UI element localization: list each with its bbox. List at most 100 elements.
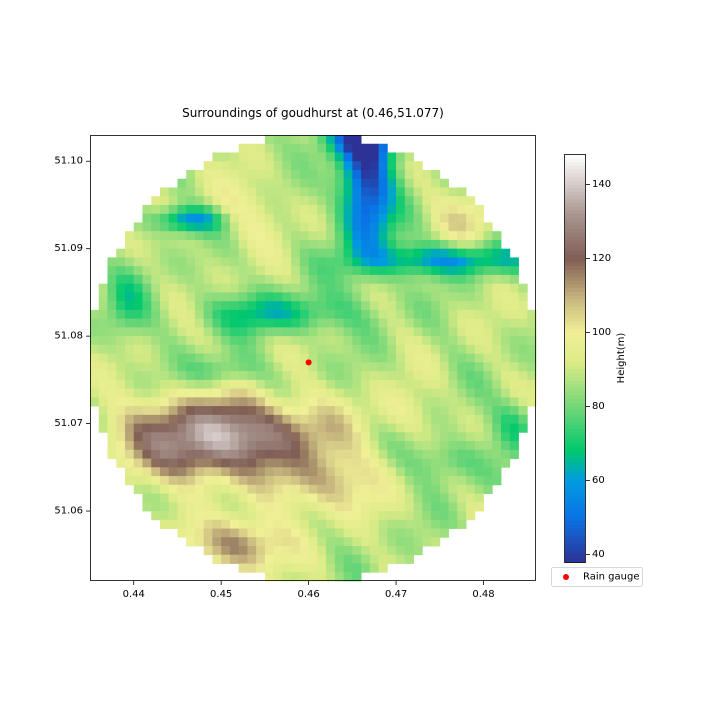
heatmap-cell [168, 484, 178, 494]
heatmap-cell [273, 493, 283, 503]
heatmap-cell [282, 353, 292, 363]
heatmap-cell [457, 336, 467, 346]
heatmap-cell [291, 388, 301, 398]
heatmap-cell [142, 309, 152, 320]
colorbar-step [565, 377, 585, 382]
heatmap-cell [317, 292, 327, 302]
heatmap-cell [203, 231, 213, 241]
heatmap-cell [308, 327, 318, 337]
heatmap-cell [229, 161, 240, 171]
heatmap-cell [378, 266, 388, 276]
heatmap-cell [159, 336, 170, 346]
heatmap-cell [177, 362, 187, 372]
heatmap-cell [256, 432, 266, 442]
heatmap-cell [256, 283, 266, 293]
heatmap-cell [256, 318, 266, 328]
heatmap-cell [404, 502, 414, 512]
heatmap-cell [396, 344, 406, 355]
heatmap-cell [457, 388, 467, 398]
heatmap-cell [352, 458, 362, 468]
heatmap-cell [273, 248, 283, 258]
heatmap-cell [483, 484, 493, 494]
heatmap-cell [361, 449, 371, 459]
heatmap-cell [326, 292, 336, 302]
heatmap-cell [107, 336, 117, 346]
heatmap-cell [238, 476, 248, 486]
heatmap-cell [439, 213, 449, 223]
heatmap-cell [474, 493, 484, 503]
heatmap-cell [448, 423, 458, 433]
heatmap-cell [334, 449, 345, 459]
heatmap-cell [212, 336, 222, 346]
heatmap-cell [404, 274, 414, 285]
heatmap-cell [413, 161, 423, 171]
heatmap-cell [107, 327, 117, 337]
heatmap-cell [133, 266, 143, 276]
heatmap-cell [247, 537, 257, 547]
heatmap-cell [334, 309, 345, 320]
heatmap-cell [326, 397, 336, 407]
heatmap-cell [387, 248, 397, 258]
heatmap-cell [387, 169, 397, 180]
heatmap-cell [159, 283, 170, 293]
heatmap-cell [448, 257, 458, 267]
heatmap-cell [124, 283, 135, 293]
heatmap-cell [378, 309, 388, 320]
heatmap-cell [151, 388, 161, 398]
heatmap-cell [378, 467, 388, 477]
heatmap-cell [107, 371, 117, 381]
heatmap-cell [466, 327, 476, 337]
heatmap-cell [422, 248, 432, 258]
heatmap-cell [98, 292, 108, 302]
colorbar-step [565, 299, 585, 304]
heatmap-cell [116, 318, 126, 328]
heatmap-cell [212, 353, 222, 363]
heatmap-cell [186, 222, 196, 232]
heatmap-cell [256, 379, 266, 390]
heatmap-cell [378, 169, 388, 180]
heatmap-cell [229, 309, 240, 320]
heatmap-cell [291, 467, 301, 477]
heatmap-cell [282, 423, 292, 433]
heatmap-cell [378, 449, 388, 459]
heatmap-cell [273, 563, 283, 573]
heatmap-cell [159, 379, 170, 390]
heatmap-cell [343, 327, 353, 337]
heatmap-cell [448, 327, 458, 337]
colorbar-step [565, 476, 585, 482]
heatmap-cell [334, 528, 345, 538]
heatmap-cell [431, 344, 441, 355]
heatmap-cell [308, 266, 318, 276]
heatmap-cell [396, 414, 406, 424]
heatmap-cell [282, 406, 292, 416]
heatmap-cell [90, 336, 100, 346]
colorbar-step [565, 354, 585, 359]
heatmap-cell [203, 318, 213, 328]
heatmap-cell [492, 257, 502, 267]
heatmap-cell [221, 406, 231, 416]
heatmap-cell [352, 554, 362, 564]
heatmap-cell [116, 423, 126, 433]
heatmap-cell [212, 519, 222, 529]
heatmap-cell [159, 484, 170, 494]
heatmap-cell [168, 248, 178, 258]
heatmap-cell [361, 414, 371, 424]
heatmap-cell [124, 292, 135, 302]
heatmap-cell [124, 344, 135, 355]
heatmap-cell [168, 187, 178, 197]
heatmap-cell [474, 379, 484, 390]
heatmap-cell [133, 441, 143, 451]
heatmap-cell [308, 502, 318, 512]
heatmap-cell [159, 441, 170, 451]
heatmap-cell [518, 397, 528, 407]
colorbar-step [565, 254, 585, 260]
heatmap-cell [343, 143, 353, 153]
heatmap-cell [334, 152, 345, 162]
heatmap-cell [282, 169, 292, 180]
heatmap-cell [527, 318, 537, 328]
heatmap-cell [413, 423, 423, 433]
heatmap-cell [203, 511, 213, 521]
heatmap-cell [238, 406, 248, 416]
heatmap-cell [221, 309, 231, 320]
heatmap-cell [142, 344, 152, 355]
